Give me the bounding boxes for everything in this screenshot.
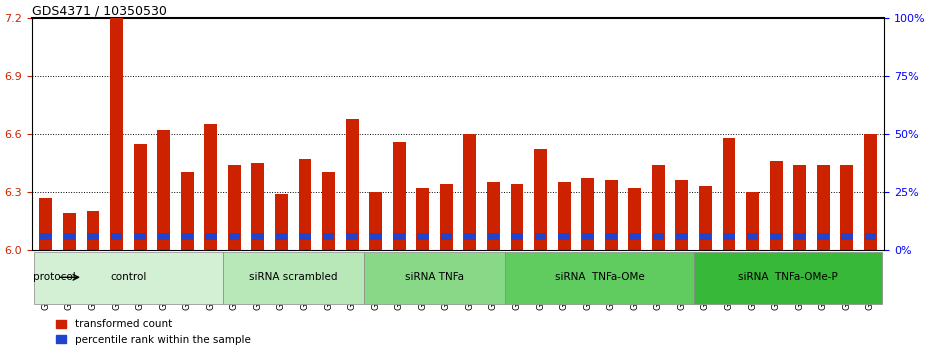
Bar bbox=[605, 233, 618, 240]
FancyBboxPatch shape bbox=[364, 252, 505, 304]
Bar bbox=[676, 233, 688, 240]
Bar bbox=[346, 233, 358, 240]
Bar bbox=[39, 198, 52, 250]
Bar bbox=[793, 165, 806, 250]
FancyBboxPatch shape bbox=[694, 252, 883, 304]
Bar bbox=[652, 165, 665, 250]
Bar bbox=[841, 165, 853, 250]
Bar bbox=[229, 233, 240, 240]
Bar bbox=[323, 233, 335, 240]
Bar bbox=[181, 233, 193, 240]
Legend: transformed count, percentile rank within the sample: transformed count, percentile rank withi… bbox=[52, 315, 255, 349]
Text: siRNA  TNFa-OMe-P: siRNA TNFa-OMe-P bbox=[738, 272, 838, 282]
Text: control: control bbox=[110, 272, 147, 282]
Bar bbox=[487, 233, 499, 240]
Bar bbox=[157, 130, 170, 250]
Text: GDS4371 / 10350530: GDS4371 / 10350530 bbox=[32, 4, 166, 17]
Bar bbox=[558, 233, 570, 240]
Bar bbox=[134, 144, 147, 250]
Bar bbox=[746, 192, 759, 250]
Bar bbox=[487, 182, 500, 250]
Bar bbox=[653, 233, 664, 240]
Bar bbox=[370, 233, 381, 240]
Bar bbox=[581, 178, 594, 250]
Bar bbox=[417, 188, 430, 250]
Bar bbox=[86, 211, 100, 250]
Bar bbox=[205, 124, 218, 250]
Bar bbox=[134, 233, 146, 240]
Bar bbox=[63, 233, 75, 240]
Bar bbox=[205, 233, 217, 240]
Bar bbox=[534, 149, 547, 250]
FancyBboxPatch shape bbox=[34, 252, 222, 304]
Bar bbox=[512, 233, 523, 240]
Bar bbox=[180, 172, 193, 250]
Bar bbox=[275, 233, 287, 240]
Bar bbox=[251, 163, 264, 250]
Bar bbox=[299, 233, 311, 240]
Bar bbox=[817, 233, 829, 240]
Text: siRNA TNFa: siRNA TNFa bbox=[405, 272, 464, 282]
Text: protocol: protocol bbox=[33, 272, 75, 282]
Bar bbox=[110, 18, 123, 250]
Bar bbox=[275, 194, 288, 250]
Bar bbox=[322, 172, 335, 250]
Bar bbox=[393, 233, 405, 240]
Bar bbox=[699, 186, 712, 250]
Bar bbox=[865, 233, 876, 240]
Bar bbox=[747, 233, 758, 240]
Bar bbox=[675, 180, 688, 250]
Bar bbox=[535, 233, 547, 240]
Bar bbox=[87, 233, 99, 240]
Bar bbox=[864, 134, 877, 250]
Bar bbox=[558, 182, 571, 250]
Bar bbox=[629, 188, 642, 250]
Bar bbox=[629, 233, 641, 240]
Bar bbox=[817, 165, 830, 250]
Bar bbox=[417, 233, 429, 240]
Bar bbox=[63, 213, 76, 250]
Bar bbox=[111, 233, 123, 240]
Bar bbox=[511, 184, 524, 250]
Bar bbox=[464, 233, 476, 240]
Bar bbox=[441, 233, 452, 240]
Bar bbox=[794, 233, 805, 240]
Bar bbox=[841, 233, 853, 240]
Bar bbox=[582, 233, 593, 240]
Bar bbox=[346, 119, 359, 250]
Bar bbox=[392, 142, 405, 250]
Text: siRNA  TNFa-OMe: siRNA TNFa-OMe bbox=[554, 272, 644, 282]
Bar bbox=[369, 192, 382, 250]
Bar bbox=[604, 180, 618, 250]
Bar bbox=[724, 233, 735, 240]
Bar bbox=[770, 161, 783, 250]
FancyBboxPatch shape bbox=[505, 252, 694, 304]
Bar bbox=[158, 233, 169, 240]
FancyBboxPatch shape bbox=[222, 252, 364, 304]
Text: siRNA scrambled: siRNA scrambled bbox=[249, 272, 338, 282]
Bar bbox=[40, 233, 52, 240]
Bar bbox=[299, 159, 312, 250]
Bar bbox=[723, 138, 736, 250]
Bar bbox=[770, 233, 782, 240]
Bar bbox=[463, 134, 476, 250]
Bar bbox=[699, 233, 711, 240]
Bar bbox=[252, 233, 264, 240]
Bar bbox=[228, 165, 241, 250]
Bar bbox=[440, 184, 453, 250]
